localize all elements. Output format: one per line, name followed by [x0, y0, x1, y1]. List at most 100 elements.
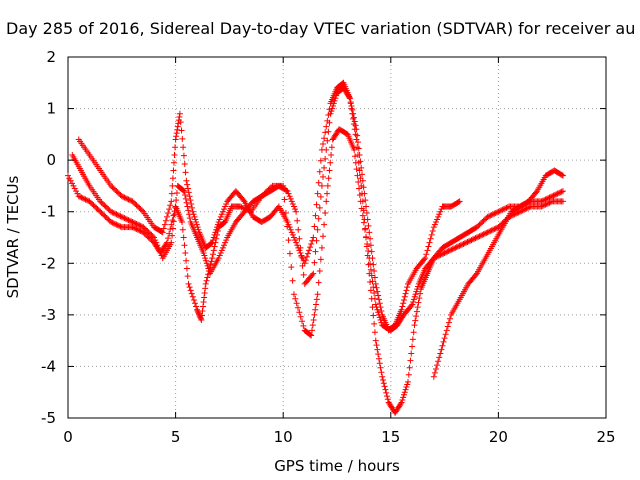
data-point [407, 357, 414, 364]
data-point [102, 203, 109, 210]
data-point [348, 102, 355, 109]
data-point [108, 219, 115, 226]
data-point [300, 271, 307, 278]
data-point [201, 294, 208, 301]
data-point [216, 252, 223, 259]
data-point [448, 246, 455, 253]
data-point [375, 351, 382, 358]
data-point [296, 247, 303, 254]
chart-title: Day 285 of 2016, Sidereal Day-to-day VTE… [6, 19, 635, 38]
data-point [355, 145, 362, 152]
data-point [346, 95, 353, 102]
data-point [196, 311, 203, 318]
data-point [545, 195, 552, 202]
data-point [79, 195, 86, 202]
data-point [367, 242, 374, 249]
data-point [240, 197, 247, 204]
y-tick-label: -4 [41, 357, 56, 375]
data-point [134, 203, 141, 210]
data-point [66, 175, 73, 182]
data-point [185, 207, 192, 214]
data-point [363, 203, 370, 210]
data-point [479, 219, 486, 226]
data-point [441, 335, 448, 342]
data-point [356, 151, 363, 158]
data-point [370, 312, 377, 319]
data-point [359, 177, 366, 184]
data-point [496, 208, 503, 215]
data-point [415, 299, 422, 306]
data-point [284, 188, 291, 195]
data-point [472, 271, 479, 278]
data-point [129, 198, 136, 205]
data-point [541, 202, 548, 209]
data-point [292, 295, 299, 302]
data-point [202, 285, 209, 292]
data-point [145, 229, 152, 236]
data-point [328, 144, 335, 151]
y-tick-label: -1 [41, 203, 56, 221]
data-point [178, 127, 185, 134]
data-point [179, 226, 186, 233]
data-point [464, 239, 471, 246]
data-point [287, 226, 294, 233]
data-point [409, 301, 416, 308]
data-point [360, 184, 367, 191]
data-point [110, 210, 117, 217]
data-point [289, 200, 296, 207]
data-point [437, 350, 444, 357]
data-point [300, 322, 307, 329]
data-points [65, 79, 566, 416]
data-point [176, 113, 183, 120]
data-point [208, 240, 215, 247]
data-point [483, 229, 490, 236]
data-point [102, 213, 109, 220]
data-point [436, 354, 443, 361]
data-point [363, 234, 370, 241]
data-point [320, 233, 327, 240]
data-point [327, 159, 334, 166]
data-point [400, 394, 407, 401]
data-point [445, 248, 452, 255]
data-point [312, 248, 319, 255]
data-point [410, 298, 417, 305]
data-point [189, 204, 196, 211]
data-point [109, 184, 116, 191]
x-tick-label: 0 [63, 428, 73, 446]
data-point [110, 185, 117, 192]
data-point [133, 226, 140, 233]
data-point [488, 227, 495, 234]
data-point [439, 342, 446, 349]
data-point [434, 362, 441, 369]
data-point [476, 221, 483, 228]
data-point [104, 215, 111, 222]
data-point [539, 202, 546, 209]
data-point [195, 226, 202, 233]
data-point [167, 202, 174, 209]
data-point [553, 191, 560, 198]
data-point [374, 306, 381, 313]
data-point [308, 240, 315, 247]
data-point [306, 247, 313, 254]
x-tick-label: 15 [381, 428, 400, 446]
data-point [451, 245, 458, 252]
data-point [308, 332, 315, 339]
data-point [384, 393, 391, 400]
data-point [181, 161, 188, 168]
data-point [352, 122, 359, 129]
data-point [169, 217, 176, 224]
data-point [179, 135, 186, 142]
data-point [138, 207, 145, 214]
data-point [481, 230, 488, 237]
data-point [168, 239, 175, 246]
data-point [217, 213, 224, 220]
data-point [491, 210, 498, 217]
data-point [315, 215, 322, 222]
data-point [91, 203, 98, 210]
data-point [114, 189, 121, 196]
data-point [223, 237, 230, 244]
data-point [211, 243, 218, 250]
data-point [316, 268, 323, 275]
y-tick-label: 0 [46, 151, 56, 169]
